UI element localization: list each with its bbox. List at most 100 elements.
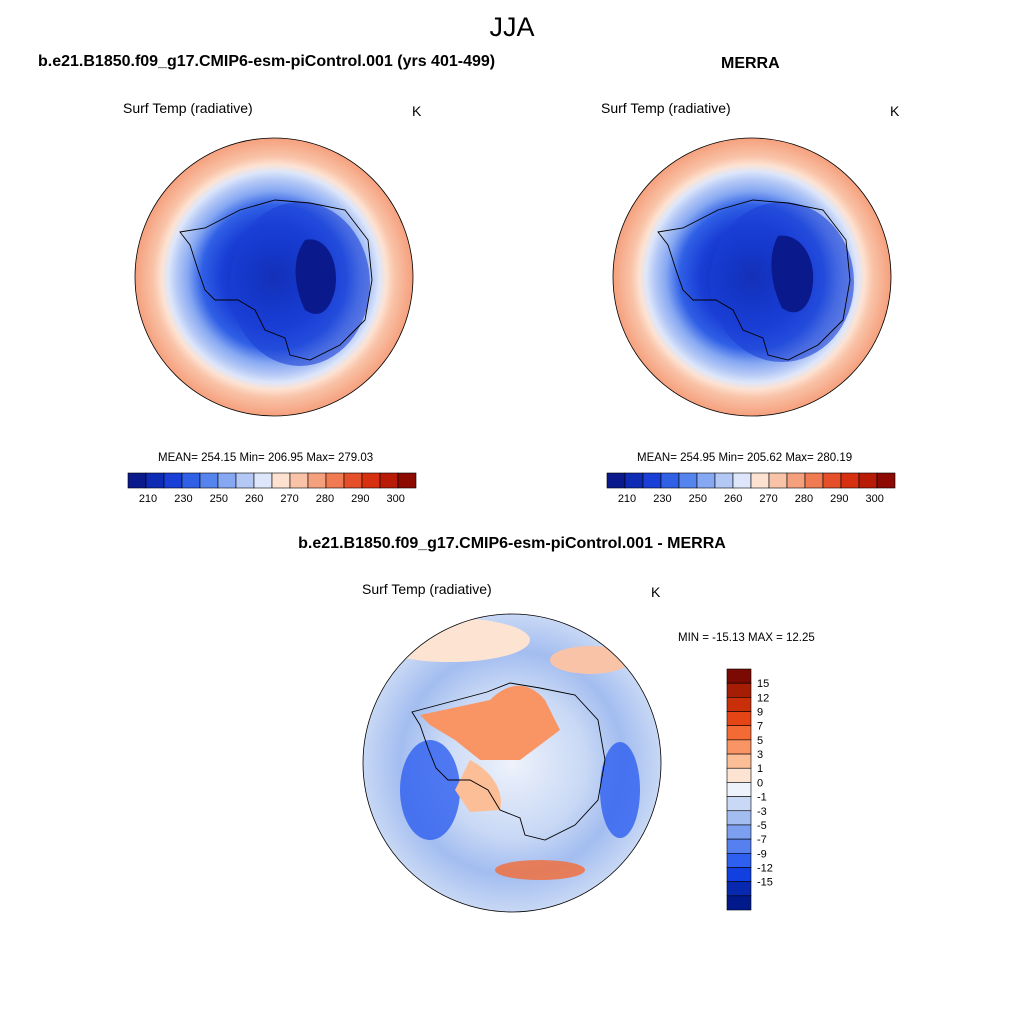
- difference-colorbar-tick-label: 5: [757, 735, 763, 747]
- obs-colorbar-swatch: [624, 472, 644, 489]
- difference-colorbar-swatch: [726, 838, 752, 854]
- difference-colorbar-tick-label: -9: [757, 848, 767, 860]
- difference-colorbar-swatch: [726, 810, 752, 826]
- difference-colorbar-swatch: [726, 824, 752, 840]
- obs-colorbar-tick-label: 300: [866, 493, 884, 505]
- model-colorbar-swatch: [307, 472, 327, 489]
- model-colorbar-swatch: [379, 472, 399, 489]
- difference-polar-map: [363, 614, 661, 912]
- difference-colorbar-tick-label: -15: [757, 877, 773, 889]
- model-colorbar-swatch: [127, 472, 147, 489]
- model-colorbar-tick-label: 260: [245, 493, 263, 505]
- model-colorbar-swatch: [163, 472, 183, 489]
- model-colorbar: 210 230 250 260 270 280 290 300: [127, 472, 417, 505]
- model-map-border: [134, 137, 414, 417]
- difference-colorbar-swatch: [726, 682, 752, 698]
- difference-panel-title: b.e21.B1850.f09_g17.CMIP6-esm-piControl.…: [298, 535, 726, 552]
- model-colorbar-swatch: [199, 472, 219, 489]
- obs-stats: MEAN= 254.95 Min= 205.62 Max= 280.19: [637, 452, 853, 464]
- difference-colorbar-swatch: [726, 711, 752, 727]
- obs-antarctica-coastline: [657, 199, 851, 361]
- obs-colorbar-swatch: [858, 472, 878, 489]
- model-colorbar-swatch: [235, 472, 255, 489]
- model-colorbar-swatch: [217, 472, 237, 489]
- obs-colorbar-swatch: [642, 472, 662, 489]
- obs-colorbar-swatch: [696, 472, 716, 489]
- difference-colorbar-swatch: [726, 697, 752, 712]
- difference-colorbar-swatch: [726, 668, 752, 684]
- model-colorbar-tick-label: 280: [316, 493, 334, 505]
- obs-colorbar-tick-label: 260: [724, 493, 742, 505]
- obs-colorbar-swatch: [660, 472, 680, 489]
- obs-colorbar-swatch: [678, 472, 698, 489]
- difference-colorbar-tick-label: 15: [757, 678, 769, 690]
- figure-title: JJA: [489, 12, 535, 42]
- obs-variable-label: Surf Temp (radiative): [601, 100, 731, 116]
- difference-colorbar-tick-label: -7: [757, 834, 767, 846]
- difference-units-label: K: [651, 584, 661, 600]
- difference-colorbar-swatch: [726, 782, 752, 797]
- difference-colorbar-tick-label: 9: [757, 707, 763, 719]
- obs-colorbar-swatch: [750, 472, 770, 489]
- obs-polar-map: [613, 138, 891, 416]
- difference-colorbar-tick-label: -1: [757, 792, 767, 804]
- difference-colorbar-tick-label: 7: [757, 721, 763, 733]
- obs-colorbar-swatch: [822, 472, 842, 489]
- model-colorbar-swatch: [397, 472, 417, 489]
- obs-colorbar-tick-label: 210: [618, 493, 636, 505]
- obs-panel-title: MERRA: [721, 55, 780, 72]
- difference-colorbar-tick-label: -12: [757, 862, 773, 874]
- model-colorbar-tick-label: 210: [139, 493, 157, 505]
- model-colorbar-swatch: [289, 472, 309, 489]
- difference-colorbar-swatch: [726, 852, 752, 868]
- difference-colorbar-tick-label: -3: [757, 806, 767, 818]
- difference-map-border: [362, 613, 662, 913]
- model-variable-label: Surf Temp (radiative): [123, 100, 253, 116]
- model-colorbar-tick-label: 230: [174, 493, 192, 505]
- obs-colorbar-swatch: [768, 472, 788, 489]
- obs-colorbar-swatch: [732, 472, 752, 489]
- obs-colorbar-tick-label: 290: [830, 493, 848, 505]
- obs-colorbar-tick-label: 230: [653, 493, 671, 505]
- obs-colorbar: 210 230 250 260 270 280 290 300: [606, 472, 896, 505]
- difference-colorbar-tick-label: 12: [757, 692, 769, 704]
- difference-colorbar-tick-label: 1: [757, 763, 763, 775]
- difference-colorbar-swatch: [726, 895, 752, 911]
- obs-colorbar-tick-label: 280: [795, 493, 813, 505]
- model-polar-map: [135, 138, 413, 416]
- difference-colorbar-tick-label: 0: [757, 777, 763, 789]
- model-colorbar-tick-label: 290: [351, 493, 369, 505]
- model-colorbar-tick-label: 300: [387, 493, 405, 505]
- difference-colorbar-swatch: [726, 739, 752, 755]
- obs-colorbar-swatch: [606, 472, 626, 489]
- difference-colorbar-swatch: [726, 881, 752, 897]
- model-colorbar-swatch: [271, 472, 291, 489]
- difference-colorbar: 15 12 9 7 5 3 1 0 -1 -3 -5 -7 -9 -12 -15: [726, 668, 773, 911]
- model-panel-title: b.e21.B1850.f09_g17.CMIP6-esm-piControl.…: [38, 53, 496, 70]
- obs-colorbar-swatch: [804, 472, 824, 489]
- model-colorbar-tick-label: 270: [280, 493, 298, 505]
- model-antarctica-coastline: [179, 199, 373, 361]
- difference-colorbar-tick-label: -5: [757, 820, 767, 832]
- model-colorbar-swatch: [253, 472, 273, 489]
- obs-colorbar-tick-label: 270: [759, 493, 777, 505]
- obs-colorbar-swatch: [840, 472, 860, 489]
- difference-antarctica-coastline: [411, 682, 606, 841]
- model-colorbar-swatch: [145, 472, 165, 489]
- obs-map-border: [612, 137, 892, 417]
- difference-stats: MIN = -15.13 MAX = 12.25: [678, 632, 815, 644]
- difference-colorbar-tick-label: 3: [757, 749, 763, 761]
- obs-colorbar-tick-label: 250: [689, 493, 707, 505]
- model-colorbar-swatch: [343, 472, 363, 489]
- difference-colorbar-swatch: [726, 753, 752, 769]
- obs-colorbar-swatch: [786, 472, 806, 489]
- obs-units-label: K: [890, 103, 900, 119]
- difference-colorbar-swatch: [726, 796, 752, 812]
- obs-colorbar-swatch: [876, 472, 896, 489]
- difference-colorbar-swatch: [726, 767, 752, 783]
- difference-variable-label: Surf Temp (radiative): [362, 581, 492, 597]
- difference-colorbar-swatch: [726, 867, 752, 882]
- model-colorbar-swatch: [361, 472, 381, 489]
